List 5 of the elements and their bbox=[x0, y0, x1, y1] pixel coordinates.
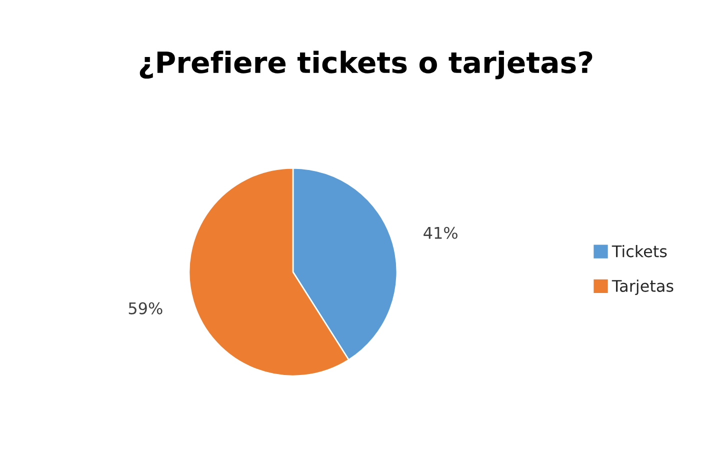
chart-title: ¿Prefiere tickets o tarjetas? bbox=[140, 50, 592, 80]
data-label: 59% bbox=[128, 302, 162, 314]
data-label: 41% bbox=[424, 226, 458, 239]
legend-label: Tickets bbox=[612, 244, 667, 258]
legend-label: Tarjetas bbox=[612, 280, 674, 296]
